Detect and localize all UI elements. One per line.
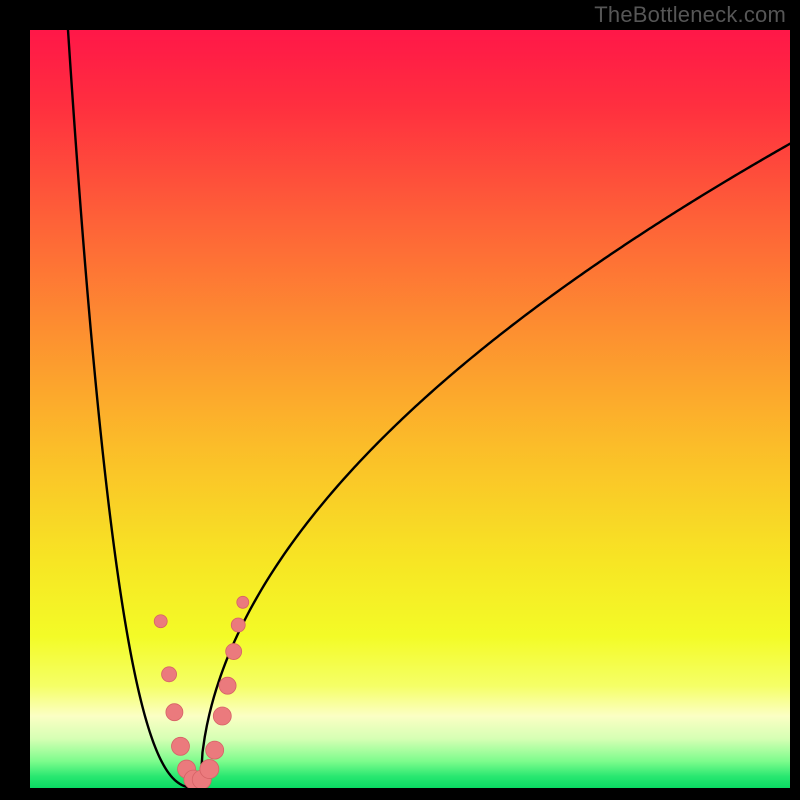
- data-marker: [200, 760, 219, 779]
- plot-background: [30, 30, 790, 788]
- plot-area: [30, 30, 790, 788]
- data-marker: [213, 707, 231, 725]
- data-marker: [166, 704, 183, 721]
- chart-stage: TheBottleneck.com: [0, 0, 800, 800]
- plot-svg: [30, 30, 790, 788]
- data-marker: [171, 737, 189, 755]
- watermark-label: TheBottleneck.com: [594, 2, 786, 28]
- data-marker: [154, 615, 167, 628]
- data-marker: [206, 741, 224, 759]
- data-marker: [219, 677, 236, 694]
- data-marker: [237, 596, 249, 608]
- data-marker: [162, 667, 177, 682]
- data-marker: [226, 644, 242, 660]
- data-marker: [231, 618, 245, 632]
